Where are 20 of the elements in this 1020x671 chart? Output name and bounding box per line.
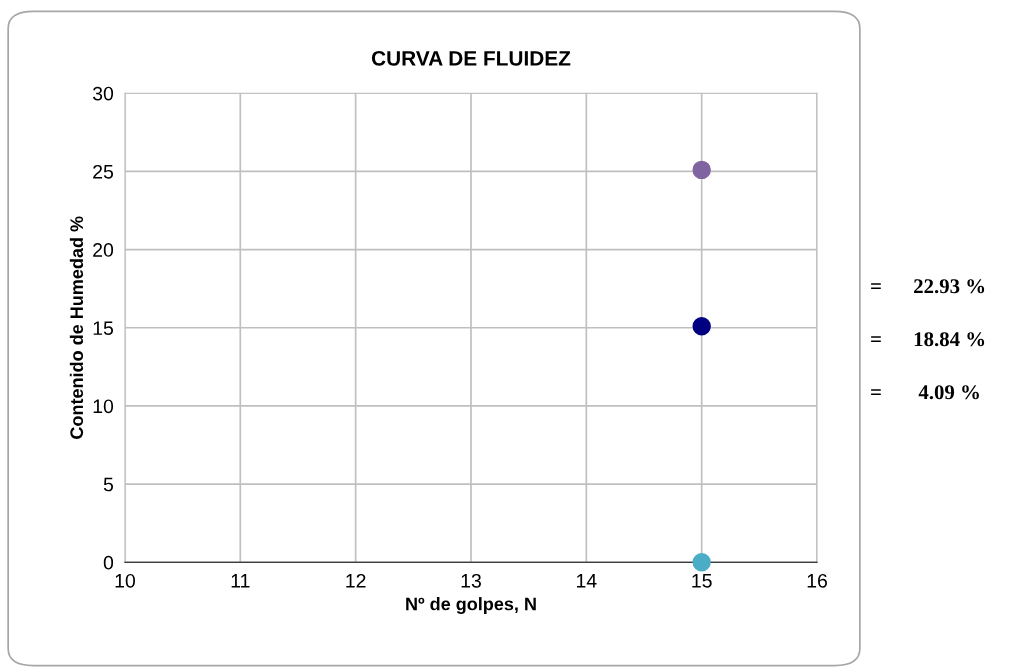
x-axis-title: Nº de golpes, N (406, 597, 536, 614)
x-tick-label: 11 (231, 574, 250, 588)
text: = 4.09 % (871, 385, 979, 400)
y-tick-label: 25 (93, 164, 114, 179)
y-tick-label: 20 (93, 243, 114, 257)
x-tick-label: 13 (461, 573, 481, 588)
x-tick-label: 15 (692, 574, 712, 588)
y-tick-label: 0 (103, 555, 114, 570)
y-axis-title: Contenido de Humedad % (69, 216, 84, 439)
y-tick-label: 30 (92, 86, 114, 101)
y-tick-label: 15 (93, 321, 114, 336)
text: = 18.84 % (871, 332, 985, 347)
y-tick-label: 5 (103, 477, 114, 492)
x-tick-label: 12 (346, 573, 366, 588)
x-tick-label: 10 (115, 573, 135, 588)
y-tick-label: 10 (93, 399, 114, 414)
chart-title: CURVA DE FLUIDEZ (371, 50, 571, 66)
x-tick-label: 14 (577, 574, 597, 588)
x-tick-label: 16 (807, 573, 827, 588)
text: = 22.93 % (871, 279, 985, 294)
